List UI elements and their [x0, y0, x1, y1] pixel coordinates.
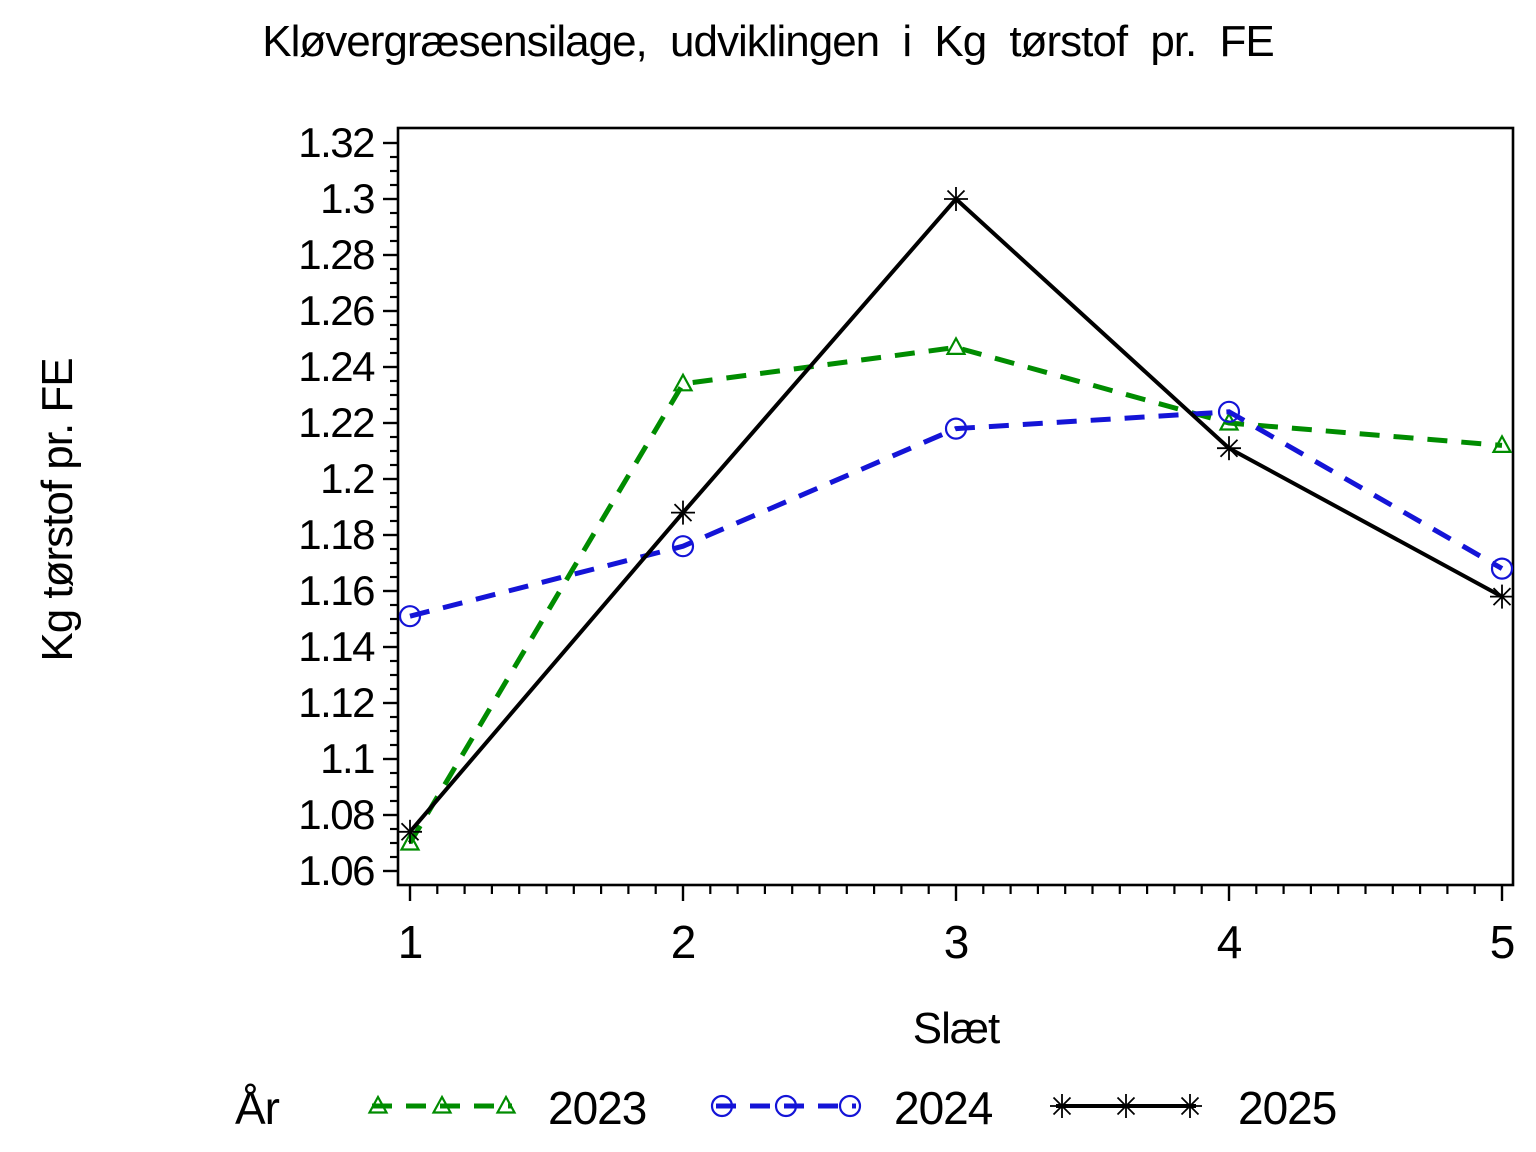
- circle-shape: [1490, 557, 1514, 580]
- triangle-shape: [945, 336, 967, 355]
- y-tick-label: 1.32: [298, 119, 374, 166]
- triangle-shape: [672, 372, 694, 392]
- triangle-marker: [431, 1094, 453, 1114]
- x-tick-label: 4: [1217, 916, 1242, 968]
- y-tick-label: 1.06: [298, 847, 374, 894]
- circle-shape: [838, 1094, 862, 1118]
- circle-marker: [398, 605, 422, 628]
- legend-label-2023: 2023: [548, 1082, 646, 1134]
- y-tick-label: 1.14: [298, 623, 375, 670]
- y-tick-label: 1.18: [298, 511, 374, 558]
- x-tick-label: 2: [671, 916, 696, 968]
- triangle-shape: [431, 1094, 453, 1114]
- star-marker: [1217, 436, 1241, 461]
- x-tick-label: 5: [1490, 916, 1515, 968]
- triangle-shape: [1491, 434, 1513, 453]
- triangle-shape: [367, 1094, 389, 1114]
- triangle-marker: [399, 831, 421, 851]
- circle-shape: [398, 605, 422, 628]
- star-shape: [400, 822, 420, 841]
- axes-layer: 1.321.31.281.261.241.221.21.181.161.141.…: [298, 119, 1515, 968]
- triangle-marker: [367, 1094, 389, 1114]
- circle-shape: [710, 1094, 734, 1118]
- star-shape: [673, 503, 693, 522]
- star-marker: [671, 500, 695, 525]
- legend-title: År: [235, 1082, 280, 1134]
- star-shape: [1180, 1096, 1200, 1116]
- circle-shape: [1217, 400, 1241, 423]
- y-tick-label: 1.08: [298, 791, 374, 838]
- star-shape: [1492, 587, 1512, 606]
- triangle-shape: [399, 831, 421, 851]
- series-line-2024: [409, 409, 1504, 619]
- star-marker: [1490, 584, 1514, 609]
- circle-shape: [774, 1094, 798, 1118]
- y-tick-label: 1.22: [298, 399, 374, 446]
- plot-layer: [398, 187, 1514, 851]
- y-tick-label: 1.16: [298, 567, 374, 614]
- star-shape: [946, 189, 966, 209]
- circle-marker: [944, 417, 968, 440]
- star-marker: [398, 819, 422, 844]
- star-marker: [944, 187, 968, 211]
- circle-shape: [944, 417, 968, 440]
- circle-marker: [710, 1094, 734, 1118]
- triangle-marker: [945, 336, 967, 355]
- triangle-marker: [672, 372, 694, 392]
- star-marker: [1114, 1094, 1138, 1118]
- x-tick-label: 3: [944, 916, 969, 968]
- series-line-2023: [407, 344, 1503, 845]
- x-axis-label: Slæt: [913, 1004, 1000, 1053]
- legend-label-2024: 2024: [894, 1082, 993, 1134]
- series-line-2025: [408, 196, 1503, 834]
- y-tick-label: 1.2: [320, 455, 374, 502]
- y-axis-label: Kg tørstof pr. FE: [33, 358, 82, 661]
- triangle-marker: [1491, 434, 1513, 453]
- circle-marker: [838, 1094, 862, 1118]
- triangle-marker: [495, 1094, 517, 1114]
- circle-marker: [774, 1094, 798, 1118]
- circle-marker: [1490, 557, 1514, 580]
- legend-label-2025: 2025: [1238, 1082, 1336, 1134]
- x-tick-label: 1: [398, 916, 423, 968]
- y-tick-label: 1.12: [298, 679, 374, 726]
- y-tick-label: 1.28: [298, 231, 374, 278]
- y-tick-label: 1.24: [298, 343, 375, 390]
- plot-frame: [396, 126, 1515, 887]
- star-shape: [1219, 439, 1239, 458]
- star-marker: [1050, 1094, 1074, 1118]
- star-shape: [1052, 1096, 1072, 1116]
- star-shape: [1116, 1096, 1136, 1116]
- circle-marker: [1217, 400, 1241, 423]
- y-tick-label: 1.26: [298, 287, 374, 334]
- y-tick-label: 1.1: [320, 735, 374, 782]
- legend-graphics: [367, 1094, 1202, 1118]
- circle-marker: [671, 535, 695, 558]
- circle-shape: [671, 535, 695, 558]
- triangle-shape: [495, 1094, 517, 1114]
- chart-title: Kløvergræsensilage, udviklingen i Kg tør…: [262, 17, 1273, 66]
- y-tick-label: 1.3: [320, 175, 374, 222]
- star-marker: [1178, 1094, 1202, 1118]
